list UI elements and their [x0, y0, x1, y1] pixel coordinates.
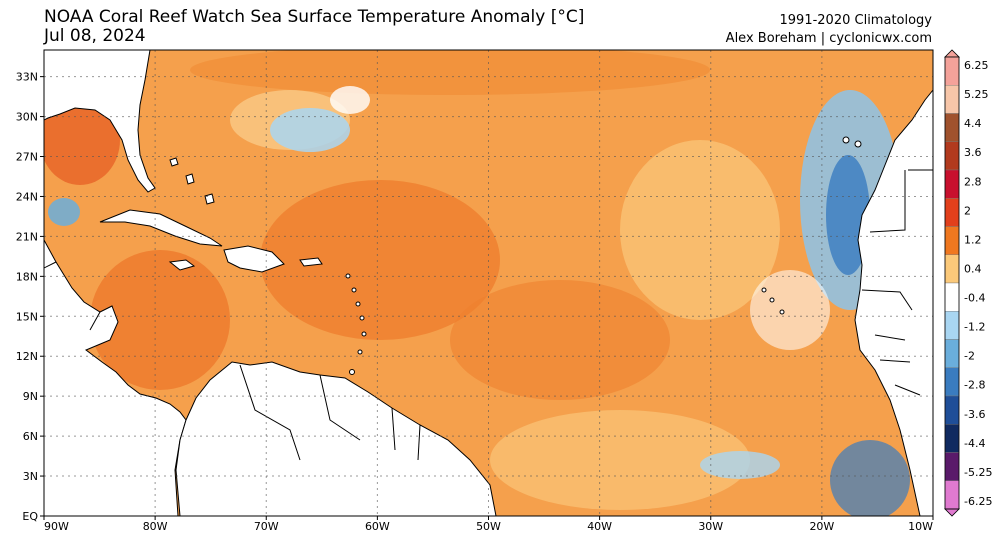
map-gridlines [44, 50, 933, 516]
warm-anomaly-region [450, 280, 670, 400]
map-title: NOAA Coral Reef Watch Sea Surface Temper… [44, 7, 585, 27]
colorbar-label: -1.2 [964, 321, 985, 334]
map-content [44, 50, 933, 516]
warm-anomaly-region [260, 180, 500, 340]
lon-tick-label: 10W [908, 520, 933, 533]
lon-tick-label: 30W [698, 520, 723, 533]
lat-tick-label: 30N [16, 111, 38, 124]
lat-tick-label: 3N [23, 470, 38, 483]
colorbar-cell [944, 85, 960, 114]
warm-anomaly-region [190, 50, 710, 95]
cape-verde-islands [769, 297, 775, 303]
land-masses [44, 50, 933, 516]
canary-islands [842, 136, 850, 144]
colorbar-frame [944, 56, 960, 510]
colorbar-cell [944, 424, 960, 453]
africa-landmass [854, 50, 933, 516]
cool-anomaly-region [48, 198, 80, 226]
cape-verde-islands [761, 287, 767, 293]
colorbar-label: 4.4 [964, 117, 982, 130]
lon-tick-label: 50W [476, 520, 501, 533]
lat-tick-label: 27N [16, 151, 38, 164]
lon-tick-label: 90W [44, 520, 69, 533]
lat-tick-label: EQ [22, 510, 38, 523]
colorbar-bottom-arrow [944, 508, 960, 517]
colorbar-label: 6.25 [964, 59, 989, 72]
colorbar-cell [944, 480, 960, 510]
colorbar-label: 2.8 [964, 175, 982, 188]
colorbar-cells [944, 49, 960, 517]
colorbar-label: 2 [964, 204, 971, 217]
colorbar-label: -0.4 [964, 292, 985, 305]
colorbar-cell [944, 339, 960, 368]
colorbar-cell [944, 198, 960, 227]
colorbar-label: 3.6 [964, 146, 982, 159]
colorbar-cell [944, 282, 960, 312]
lat-tick-label: 15N [16, 310, 38, 323]
lat-tick-label: 21N [16, 230, 38, 243]
jamaica-island [168, 259, 196, 271]
lat-tick-label: 9N [23, 390, 38, 403]
lesser-antilles [345, 273, 367, 375]
map-date: Jul 08, 2024 [44, 26, 146, 46]
colorbar-labels: 6.25 5.25 4.4 3.6 2.8 2 1.2 0.4 -0.4 -1.2 -2 -2.8 -3… [964, 59, 992, 508]
map-credits: 1991-2020 Climatology Alex Boreham | cyc… [726, 12, 932, 48]
colorbar-cell [944, 113, 960, 142]
cool-anomaly-region [700, 451, 780, 479]
climatology-label: 1991-2020 Climatology [779, 13, 932, 28]
lon-tick-label: 40W [587, 520, 612, 533]
near-normal-region [750, 270, 830, 350]
credit-label: Alex Boreham | cyclonicwx.com [725, 31, 932, 46]
bahamas-islands [185, 173, 195, 185]
north-america-landmass [44, 50, 156, 193]
colorbar-top-arrow [944, 49, 960, 58]
lat-tick-label: 18N [16, 270, 38, 283]
near-normal-region [330, 86, 370, 114]
colorbar-cell [944, 254, 960, 284]
cool-anomaly-region [830, 440, 910, 516]
colorbar-cell [944, 367, 960, 397]
latitude-tick-labels: 33N 30N 27N 24N 21N 18N 15N 12N 9N 6N 3N EQ [16, 71, 44, 523]
colorbar-label: 0.4 [964, 262, 982, 275]
colorbar-cell [944, 169, 960, 199]
warm-anomaly-region [44, 95, 120, 185]
colorbar-label: -5.25 [964, 466, 992, 479]
cuba-island [99, 209, 223, 247]
bahamas-islands [169, 157, 179, 167]
lon-tick-label: 70W [254, 520, 279, 533]
colorbar-label: 5.25 [964, 88, 989, 101]
colorbar-label: -4.4 [964, 437, 985, 450]
country-borders [44, 169, 933, 461]
colorbar-cell [944, 56, 960, 86]
colorbar-cell [944, 141, 960, 171]
colorbar-cell [944, 395, 960, 425]
cape-verde-islands [779, 309, 785, 315]
colorbar-label: -2 [964, 350, 975, 363]
colorbar-cell [944, 226, 960, 255]
lat-tick-label: 6N [23, 430, 38, 443]
mild-anomaly-region [490, 410, 750, 510]
lat-tick-label: 12N [16, 350, 38, 363]
longitude-tick-labels: 90W 80W 70W 60W 50W 40W 30W 20W 10W [43, 516, 934, 533]
hispaniola-island [223, 245, 285, 273]
colorbar-label: 1.2 [964, 233, 982, 246]
canary-islands [854, 140, 862, 148]
colorbar-label: -2.8 [964, 379, 985, 392]
colorbar-label: -3.6 [964, 408, 985, 421]
lon-tick-label: 20W [809, 520, 834, 533]
puerto-rico-island [299, 257, 323, 267]
colorbar-label: -6.25 [964, 495, 992, 508]
lon-tick-label: 60W [365, 520, 390, 533]
lon-tick-label: 80W [143, 520, 168, 533]
lat-tick-label: 33N [16, 71, 38, 84]
warm-anomaly-region [90, 250, 230, 390]
cool-anomaly-region [270, 108, 350, 152]
colorbar-cell [944, 311, 960, 340]
mild-anomaly-region [620, 140, 780, 320]
lat-tick-label: 24N [16, 190, 38, 203]
colorbar-cell [944, 452, 960, 481]
south-america-landmass [175, 361, 497, 516]
